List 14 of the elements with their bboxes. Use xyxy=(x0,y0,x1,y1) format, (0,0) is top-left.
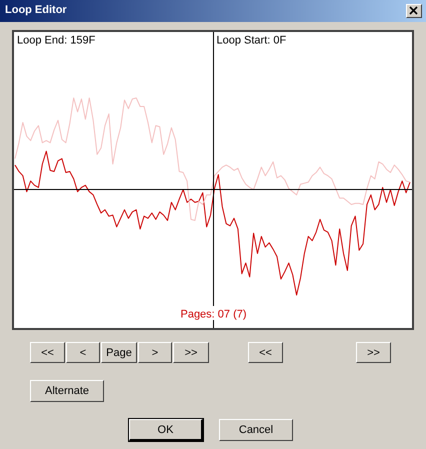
text: Loop End: 159F xyxy=(17,34,96,47)
text: >> xyxy=(173,342,209,363)
text: << xyxy=(248,342,283,363)
text: Cancel xyxy=(219,419,293,441)
chart-title: Loop Editor xyxy=(5,4,67,16)
text: >> xyxy=(356,342,391,363)
text: Loop Start: 0F xyxy=(216,34,286,47)
text: < xyxy=(66,342,100,363)
text: OK xyxy=(129,419,203,441)
text: << xyxy=(30,342,65,363)
text: Pages: 07 (7) xyxy=(180,308,247,321)
text: Page xyxy=(101,342,137,363)
text: Alternate xyxy=(30,380,104,402)
text: > xyxy=(138,342,172,363)
